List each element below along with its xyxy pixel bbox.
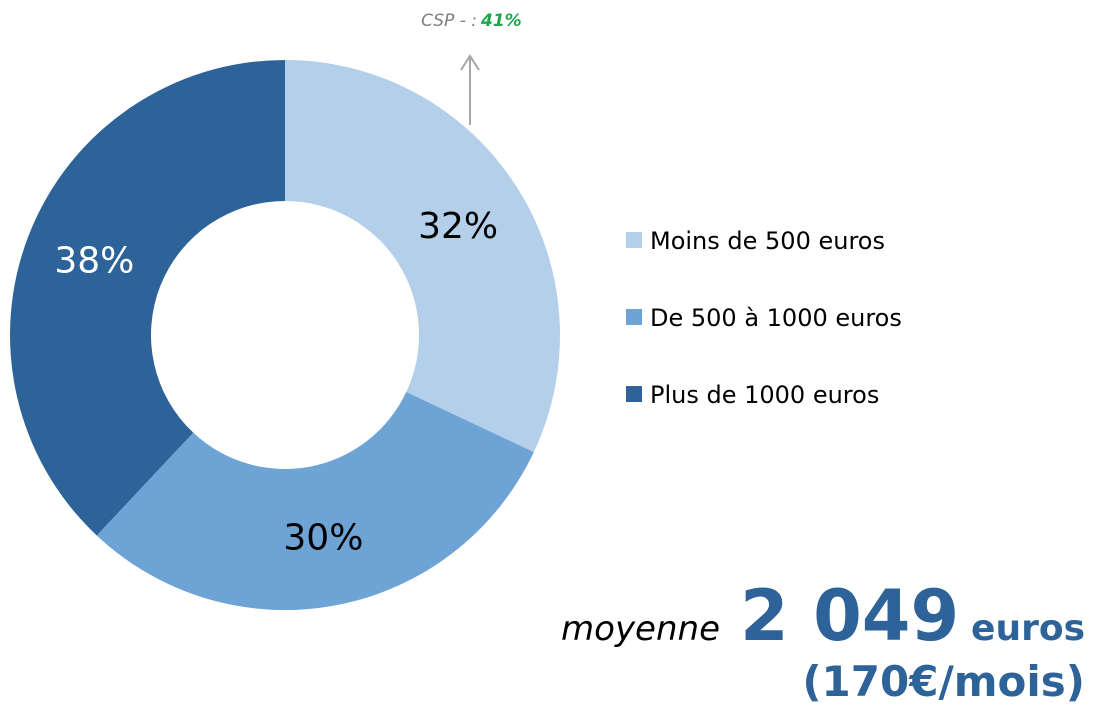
- summary-prefix: moyenne: [561, 609, 720, 649]
- donut-slice: [9, 60, 285, 536]
- donut-slice: [285, 60, 560, 453]
- data-label: 30%: [283, 517, 363, 558]
- annotation-text: CSP - :: [421, 11, 477, 31]
- summary-unit: euros: [971, 608, 1085, 649]
- data-label: 32%: [418, 206, 498, 247]
- summary-amount: 2 049: [740, 575, 959, 657]
- annotation-value: 41%: [480, 11, 522, 31]
- legend-swatch: [626, 232, 642, 248]
- legend-label: De 500 à 1000 euros: [650, 304, 902, 332]
- donut-slice: [96, 392, 534, 610]
- data-label: 38%: [54, 241, 134, 282]
- legend-label: Plus de 1000 euros: [650, 381, 879, 409]
- legend-swatch: [626, 309, 642, 325]
- legend-swatch: [626, 386, 642, 402]
- summary-monthly: (170€/mois): [802, 657, 1085, 706]
- annotation-arrowhead: [460, 54, 480, 71]
- legend-label: Moins de 500 euros: [650, 227, 885, 255]
